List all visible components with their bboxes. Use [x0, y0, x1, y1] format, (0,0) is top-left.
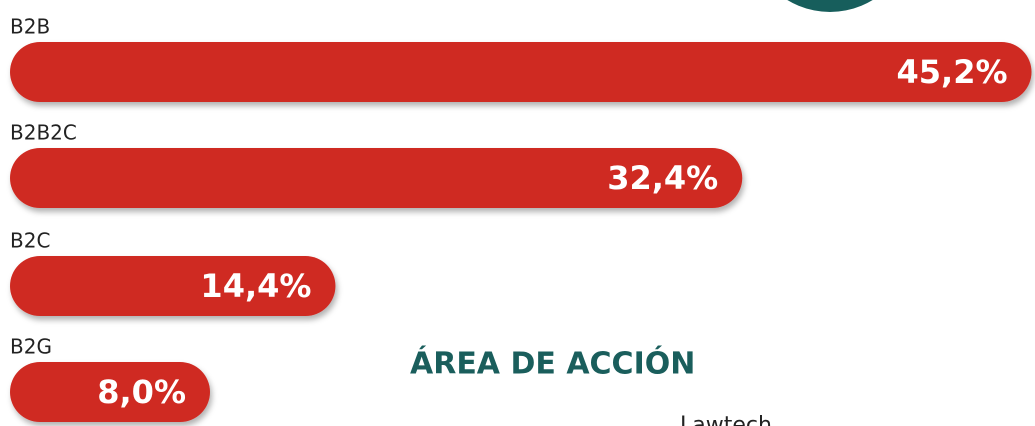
category-label: B2G [10, 335, 52, 359]
value-label: 8,0% [97, 373, 186, 411]
section-item: Lawtech [680, 413, 772, 426]
bar [10, 148, 743, 208]
section-title: ÁREA DE ACCIÓN [410, 345, 695, 382]
category-label: B2B [10, 15, 50, 39]
value-label: 14,4% [200, 267, 311, 305]
category-label: B2C [10, 229, 50, 253]
decor-circle [787, 0, 873, 12]
value-label: 45,2% [897, 53, 1008, 91]
bar [10, 42, 1032, 102]
bar [10, 362, 210, 422]
bar [10, 256, 336, 316]
category-label: B2B2C [10, 121, 77, 145]
value-label: 32,4% [607, 159, 718, 197]
